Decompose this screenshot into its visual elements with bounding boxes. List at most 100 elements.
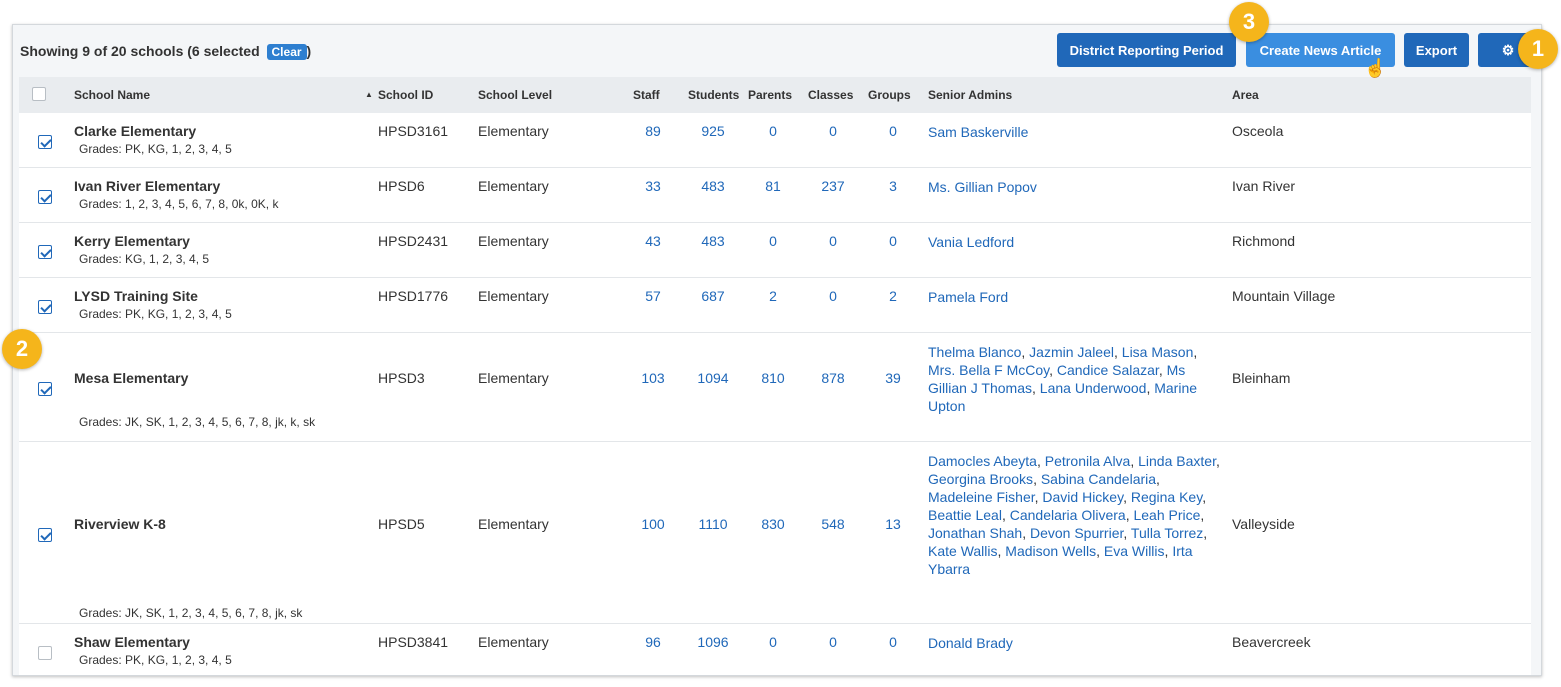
col-school-level[interactable]: School Level (478, 88, 553, 102)
create-news-article-button[interactable]: Create News Article (1246, 33, 1395, 67)
count-staff[interactable]: 100 (641, 516, 665, 532)
count-classes[interactable]: 878 (821, 370, 845, 386)
count-students[interactable]: 1096 (697, 634, 729, 650)
count-staff[interactable]: 103 (641, 370, 665, 386)
count-classes[interactable]: 0 (829, 233, 837, 249)
export-button[interactable]: Export (1404, 33, 1469, 67)
row-checkbox[interactable] (38, 528, 52, 542)
admin-link[interactable]: Madison Wells (1005, 543, 1097, 559)
row-checkbox[interactable] (38, 382, 52, 396)
admin-link[interactable]: Sabina Candelaria (1040, 471, 1157, 487)
row-checkbox[interactable] (38, 245, 52, 259)
count-staff[interactable]: 33 (645, 178, 661, 194)
count-parents[interactable]: 2 (769, 288, 777, 304)
admin-link[interactable]: Tulla Torrez (1130, 525, 1204, 541)
admin-link[interactable]: Ms Gillian J Thomas (928, 362, 1186, 396)
count-classes[interactable]: 237 (821, 178, 845, 194)
school-name[interactable]: Clarke Elementary (74, 123, 197, 139)
col-staff[interactable]: Staff (633, 88, 660, 102)
count-groups[interactable]: 2 (889, 288, 897, 304)
admin-link[interactable]: Lana Underwood (1039, 380, 1147, 396)
school-name[interactable]: LYSD Training Site (74, 288, 198, 304)
count-students[interactable]: 483 (701, 233, 725, 249)
count-groups[interactable]: 0 (889, 123, 897, 139)
admin-link[interactable]: Jonathan Shah (928, 525, 1023, 541)
district-reporting-period-button[interactable]: District Reporting Period (1057, 33, 1236, 67)
col-parents[interactable]: Parents (748, 88, 793, 102)
count-classes[interactable]: 0 (829, 634, 837, 650)
admin-link[interactable]: Eva Willis (1103, 543, 1165, 559)
col-area[interactable]: Area (1232, 88, 1259, 102)
select-all-checkbox[interactable] (32, 87, 46, 101)
admin-link[interactable]: Leah Price (1133, 507, 1201, 523)
count-staff[interactable]: 43 (645, 233, 661, 249)
admin-link[interactable]: Thelma Blanco (928, 344, 1022, 360)
admin-link[interactable]: Irta Ybarra (928, 543, 1193, 577)
count-parents[interactable]: 0 (769, 634, 777, 650)
col-senior-admins[interactable]: Senior Admins (928, 88, 1013, 102)
clear-selection-button[interactable]: Clear (266, 44, 307, 60)
count-staff[interactable]: 57 (645, 288, 661, 304)
table-row[interactable]: Ivan River Elementary Grades: 1, 2, 3, 4,… (19, 168, 1531, 223)
school-name[interactable]: Shaw Elementary (74, 634, 190, 650)
table-row[interactable]: Kerry Elementary Grades: KG, 1, 2, 3, 4, … (19, 223, 1531, 278)
admin-link[interactable]: Petronila Alva (1044, 453, 1131, 469)
table-row[interactable]: Mesa Elementary Grades: JK, SK, 1, 2, 3, … (19, 333, 1531, 442)
count-groups[interactable]: 13 (885, 516, 901, 532)
admin-link[interactable]: Kate Wallis (928, 543, 998, 559)
count-parents[interactable]: 810 (761, 370, 785, 386)
count-parents[interactable]: 0 (769, 123, 777, 139)
admin-link[interactable]: Madeleine Fisher (928, 489, 1035, 505)
row-checkbox[interactable] (38, 190, 52, 204)
school-name[interactable]: Mesa Elementary (74, 370, 189, 386)
admin-link[interactable]: Beattie Leal (928, 507, 1002, 523)
row-checkbox[interactable] (38, 135, 52, 149)
admin-link[interactable]: Jazmin Jaleel (1029, 344, 1114, 360)
admin-link[interactable]: Georgina Brooks (928, 471, 1034, 487)
admin-link[interactable]: Sam Baskerville (928, 124, 1029, 140)
count-students[interactable]: 1110 (698, 516, 728, 532)
admin-link[interactable]: Mrs. Bella F McCoy (928, 362, 1050, 378)
admin-link[interactable]: Pamela Ford (928, 289, 1009, 305)
count-groups[interactable]: 0 (889, 233, 897, 249)
count-parents[interactable]: 830 (761, 516, 785, 532)
admin-link[interactable]: Devon Spurrier (1029, 525, 1124, 541)
school-name[interactable]: Riverview K-8 (74, 516, 166, 532)
count-students[interactable]: 925 (701, 123, 725, 139)
count-groups[interactable]: 3 (889, 178, 897, 194)
count-students[interactable]: 687 (701, 288, 725, 304)
table-row[interactable]: Clarke Elementary Grades: PK, KG, 1, 2, 3… (19, 113, 1531, 168)
row-checkbox[interactable] (38, 300, 52, 314)
table-row[interactable]: Riverview K-8 Grades: JK, SK, 1, 2, 3, 4,… (19, 442, 1531, 624)
count-classes[interactable]: 548 (821, 516, 845, 532)
col-classes[interactable]: Classes (808, 88, 854, 102)
admin-link[interactable]: Candice Salazar (1056, 362, 1159, 378)
count-staff[interactable]: 89 (645, 123, 661, 139)
admin-link[interactable]: Candelaria Olivera (1009, 507, 1126, 523)
admin-link[interactable]: Donald Brady (928, 635, 1013, 651)
count-students[interactable]: 483 (701, 178, 725, 194)
row-checkbox[interactable] (38, 646, 52, 660)
table-row[interactable]: Shaw Elementary Grades: PK, KG, 1, 2, 3, … (19, 624, 1531, 675)
count-students[interactable]: 1094 (697, 370, 729, 386)
count-parents[interactable]: 81 (765, 178, 781, 194)
admin-link[interactable]: Vania Ledford (928, 234, 1015, 250)
count-groups[interactable]: 39 (885, 370, 901, 386)
admin-link[interactable]: Regina Key (1130, 489, 1203, 505)
count-staff[interactable]: 96 (645, 634, 661, 650)
count-classes[interactable]: 0 (829, 288, 837, 304)
table-row[interactable]: LYSD Training Site Grades: PK, KG, 1, 2, … (19, 278, 1531, 333)
admin-link[interactable]: Lisa Mason (1121, 344, 1194, 360)
col-students[interactable]: Students (688, 88, 740, 102)
count-parents[interactable]: 0 (769, 233, 777, 249)
col-school-id[interactable]: School ID (378, 88, 434, 102)
count-groups[interactable]: 0 (889, 634, 897, 650)
col-groups[interactable]: Groups (868, 88, 911, 102)
school-name[interactable]: Ivan River Elementary (74, 178, 221, 194)
admin-link[interactable]: Marine Upton (928, 380, 1198, 414)
col-school-name[interactable]: School Name (74, 88, 151, 102)
admin-link[interactable]: Damocles Abeyta (928, 453, 1037, 469)
admin-link[interactable]: David Hickey (1042, 489, 1124, 505)
admin-link[interactable]: Linda Baxter (1138, 453, 1216, 469)
school-name[interactable]: Kerry Elementary (74, 233, 190, 249)
